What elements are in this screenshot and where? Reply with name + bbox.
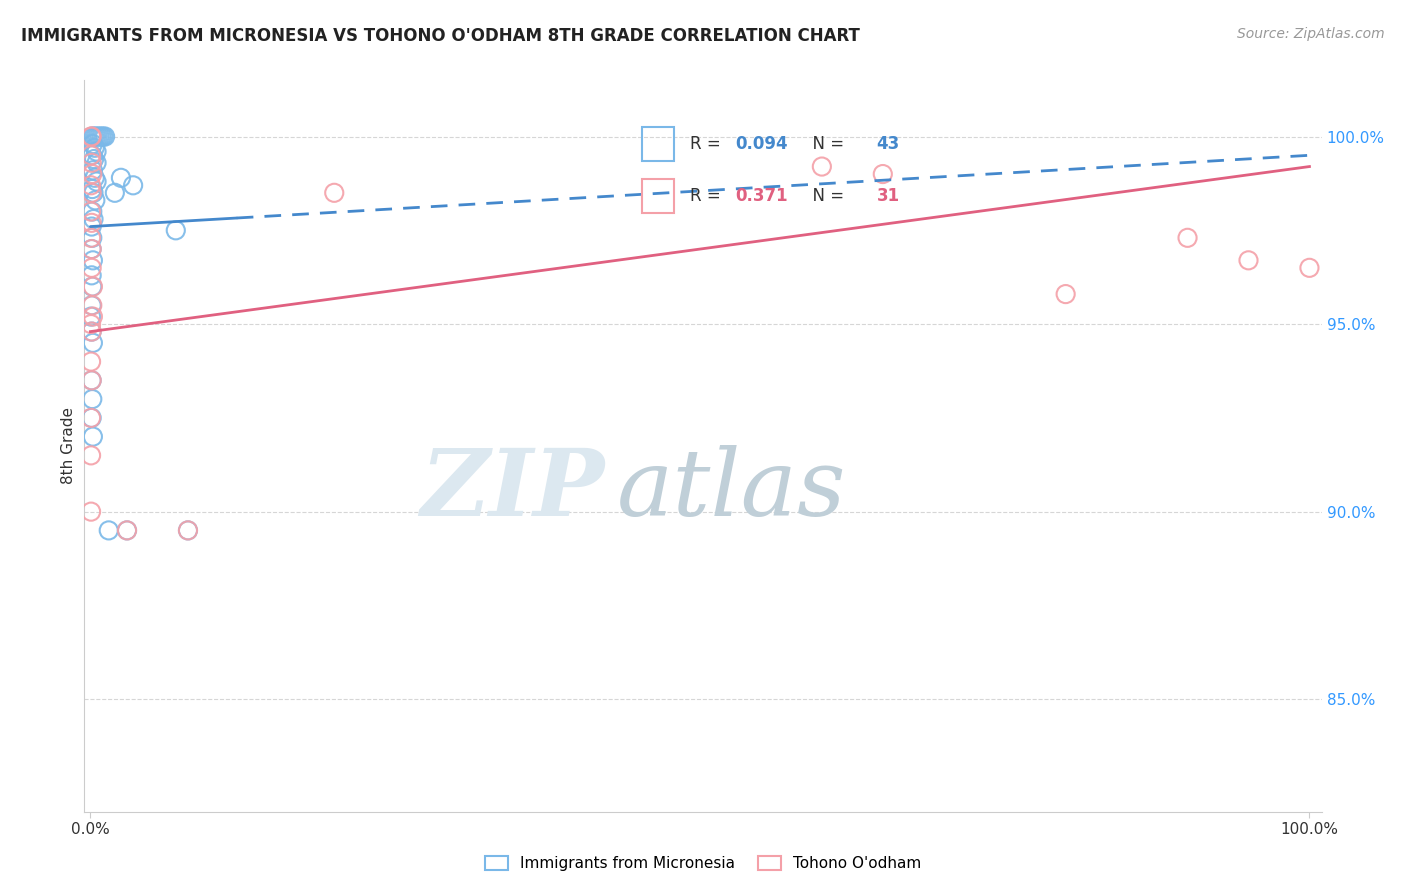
Point	[84, 194, 107, 208]
Point	[80, 204, 103, 219]
Point	[80, 178, 103, 193]
Point	[80, 242, 103, 256]
Point	[1054, 287, 1077, 301]
Point	[115, 524, 138, 538]
Point	[82, 136, 104, 151]
Point	[80, 310, 103, 324]
Point	[83, 129, 105, 144]
Point	[80, 410, 103, 425]
Point	[80, 449, 103, 463]
Point	[83, 170, 105, 185]
Point	[82, 253, 104, 268]
Point	[82, 204, 104, 219]
Point	[86, 145, 108, 159]
Point	[80, 186, 103, 200]
Point	[82, 335, 104, 350]
Point	[82, 182, 104, 196]
Text: IMMIGRANTS FROM MICRONESIA VS TOHONO O'ODHAM 8TH GRADE CORRELATION CHART: IMMIGRANTS FROM MICRONESIA VS TOHONO O'O…	[21, 27, 860, 45]
Point	[80, 325, 103, 339]
Point	[82, 279, 104, 293]
Point	[83, 212, 105, 227]
Point	[1177, 231, 1199, 245]
Legend: Immigrants from Micronesia, Tohono O'odham: Immigrants from Micronesia, Tohono O'odh…	[478, 850, 928, 877]
Text: atlas: atlas	[616, 445, 846, 535]
Point	[811, 160, 834, 174]
Point	[115, 524, 138, 538]
Text: ZIP: ZIP	[420, 445, 605, 535]
Point	[165, 223, 187, 237]
Point	[94, 129, 117, 144]
Point	[80, 231, 103, 245]
Point	[87, 129, 110, 144]
Point	[80, 242, 103, 256]
Point	[80, 298, 103, 312]
Point	[80, 156, 103, 170]
Point	[80, 505, 103, 519]
Point	[80, 410, 103, 425]
Point	[82, 231, 104, 245]
Point	[104, 186, 127, 200]
Point	[82, 429, 104, 443]
Point	[80, 129, 103, 144]
Point	[90, 129, 112, 144]
Point	[177, 524, 200, 538]
Point	[80, 317, 103, 331]
Point	[91, 129, 114, 144]
Text: Source: ZipAtlas.com: Source: ZipAtlas.com	[1237, 27, 1385, 41]
Point	[97, 524, 120, 538]
Point	[83, 152, 105, 166]
Point	[82, 392, 104, 406]
Point	[80, 129, 103, 144]
Point	[82, 279, 104, 293]
Point	[80, 219, 103, 234]
Point	[122, 178, 145, 193]
Point	[82, 129, 104, 144]
Point	[82, 167, 104, 181]
Point	[80, 216, 103, 230]
Point	[80, 148, 103, 162]
Point	[323, 186, 346, 200]
Point	[177, 524, 200, 538]
Point	[83, 186, 105, 200]
Point	[80, 373, 103, 387]
Point	[80, 354, 103, 368]
Point	[80, 260, 103, 275]
Point	[872, 167, 894, 181]
Point	[80, 325, 103, 339]
Point	[83, 141, 105, 155]
Point	[82, 310, 104, 324]
Point	[84, 129, 107, 144]
Point	[1298, 260, 1320, 275]
Point	[82, 298, 104, 312]
Point	[82, 163, 104, 178]
Point	[82, 148, 104, 162]
Point	[110, 170, 132, 185]
Point	[89, 129, 111, 144]
Point	[86, 156, 108, 170]
Point	[80, 268, 103, 283]
Point	[1237, 253, 1260, 268]
Point	[80, 373, 103, 387]
Point	[86, 175, 108, 189]
Y-axis label: 8th Grade: 8th Grade	[60, 408, 76, 484]
